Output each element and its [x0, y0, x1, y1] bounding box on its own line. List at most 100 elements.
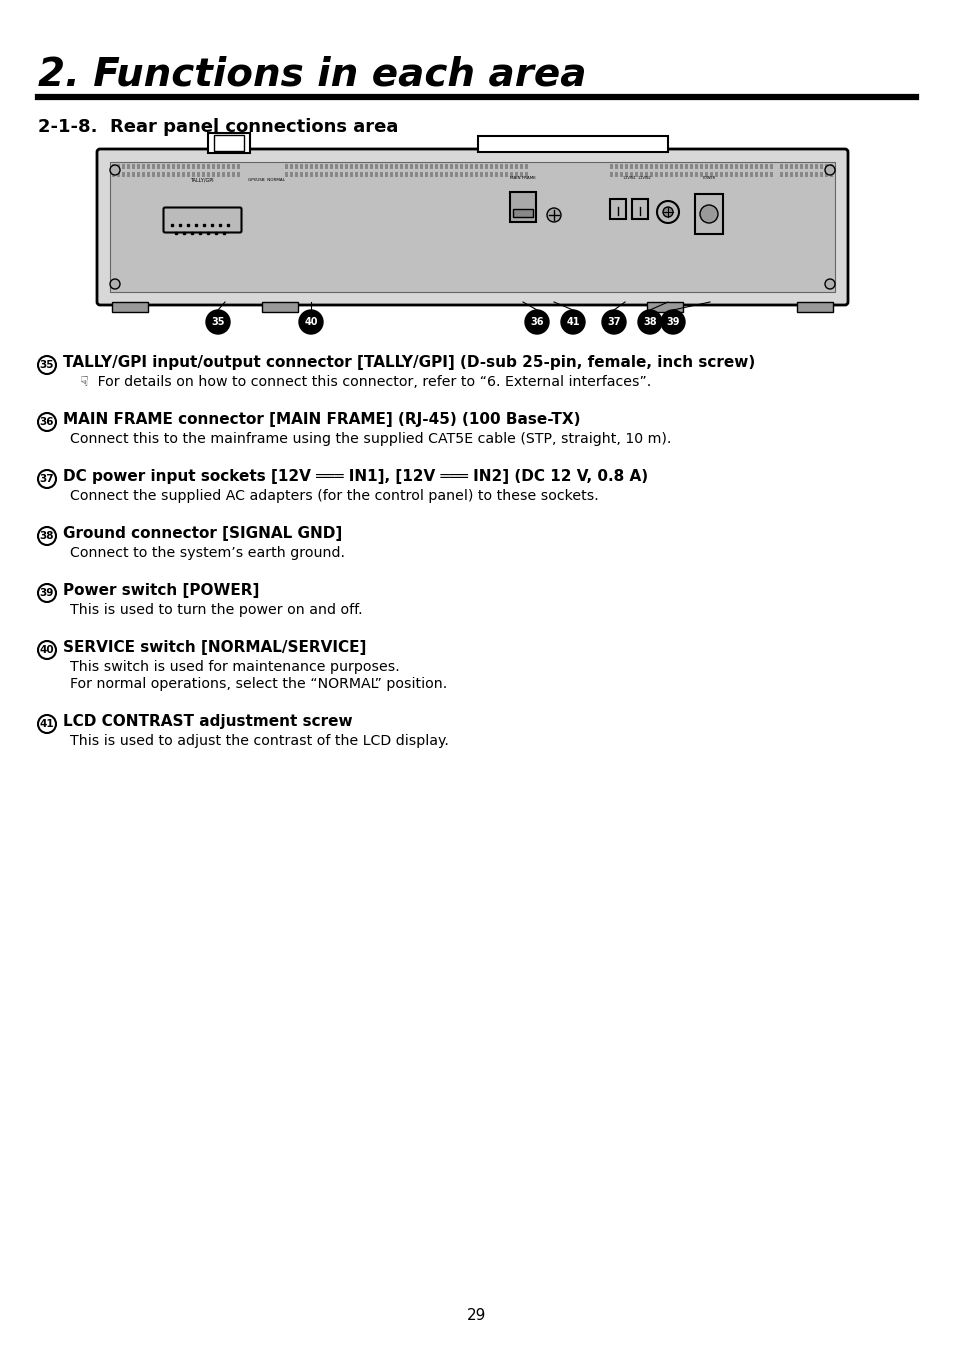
Circle shape	[662, 208, 672, 217]
Bar	[187, 164, 190, 168]
Bar	[430, 164, 433, 168]
Circle shape	[298, 310, 323, 334]
Bar	[495, 164, 497, 168]
Bar	[675, 164, 678, 168]
Bar	[794, 164, 797, 168]
Bar	[515, 164, 517, 168]
Bar	[709, 164, 712, 168]
Text: GPI/USB  NORMAL: GPI/USB NORMAL	[248, 178, 285, 182]
Text: 2-1-8.  Rear panel connections area: 2-1-8. Rear panel connections area	[38, 119, 398, 136]
Bar	[375, 164, 377, 168]
Bar	[829, 173, 832, 177]
Bar	[720, 164, 722, 168]
Bar	[112, 302, 148, 311]
Bar	[435, 173, 437, 177]
Bar	[132, 173, 135, 177]
Bar	[157, 173, 160, 177]
Bar	[669, 164, 672, 168]
Bar	[510, 191, 536, 222]
Bar	[734, 173, 738, 177]
Bar	[675, 173, 678, 177]
Bar	[515, 173, 517, 177]
Bar	[619, 173, 622, 177]
Bar	[415, 173, 417, 177]
Bar	[137, 164, 140, 168]
Bar	[410, 173, 413, 177]
Bar	[631, 200, 647, 218]
Bar	[744, 173, 747, 177]
Bar	[789, 173, 792, 177]
Text: DC power input sockets [12V ═══ IN1], [12V ═══ IN2] (DC 12 V, 0.8 A): DC power input sockets [12V ═══ IN1], [1…	[63, 469, 647, 484]
Text: 29: 29	[467, 1308, 486, 1322]
Bar	[814, 173, 817, 177]
Bar	[459, 173, 462, 177]
Bar	[310, 173, 313, 177]
Bar	[202, 173, 205, 177]
Bar	[635, 164, 638, 168]
Bar	[359, 173, 363, 177]
Bar	[319, 173, 323, 177]
Bar	[479, 164, 482, 168]
Bar	[162, 164, 165, 168]
Bar	[475, 173, 477, 177]
Bar	[649, 173, 652, 177]
Text: This is used to turn the power on and off.: This is used to turn the power on and of…	[70, 603, 362, 617]
Text: TALLY/GPI: TALLY/GPI	[190, 177, 213, 182]
Bar	[689, 173, 692, 177]
Text: 38: 38	[40, 531, 54, 541]
Bar	[435, 164, 437, 168]
Bar	[390, 173, 393, 177]
Bar	[679, 173, 682, 177]
Circle shape	[206, 310, 230, 334]
Bar	[789, 164, 792, 168]
Bar	[649, 164, 652, 168]
Bar	[208, 133, 250, 154]
Bar	[395, 173, 397, 177]
Bar	[709, 173, 712, 177]
Bar	[700, 173, 702, 177]
Bar	[314, 173, 317, 177]
Bar	[769, 173, 772, 177]
Bar	[439, 173, 442, 177]
Bar	[439, 164, 442, 168]
Bar	[484, 173, 488, 177]
Bar	[814, 164, 817, 168]
Bar	[385, 164, 388, 168]
Bar	[477, 136, 667, 152]
Bar	[615, 173, 618, 177]
Bar	[655, 164, 658, 168]
Bar	[796, 302, 832, 311]
Bar	[729, 164, 732, 168]
Bar	[499, 164, 502, 168]
Bar	[232, 164, 234, 168]
Text: For normal operations, select the “NORMAL” position.: For normal operations, select the “NORMA…	[70, 677, 447, 692]
Circle shape	[110, 279, 120, 288]
Bar	[744, 164, 747, 168]
Circle shape	[38, 527, 56, 545]
Bar	[464, 164, 468, 168]
Bar	[499, 173, 502, 177]
Bar	[794, 173, 797, 177]
Text: 37: 37	[607, 317, 620, 328]
Bar	[147, 173, 150, 177]
Bar	[212, 164, 214, 168]
Bar	[639, 173, 642, 177]
Bar	[769, 164, 772, 168]
Bar	[305, 164, 308, 168]
Bar	[405, 164, 408, 168]
FancyBboxPatch shape	[163, 208, 241, 232]
Bar	[695, 164, 698, 168]
Bar	[157, 164, 160, 168]
Text: 41: 41	[566, 317, 579, 328]
Text: Connect this to the mainframe using the supplied CAT5E cable (STP, straight, 10 : Connect this to the mainframe using the …	[70, 431, 671, 446]
Circle shape	[38, 642, 56, 659]
Bar	[370, 164, 373, 168]
Circle shape	[38, 714, 56, 733]
Bar	[800, 164, 802, 168]
Bar	[137, 173, 140, 177]
Bar	[664, 164, 667, 168]
Bar	[764, 173, 767, 177]
Bar	[294, 173, 297, 177]
Circle shape	[38, 470, 56, 488]
Bar	[319, 164, 323, 168]
